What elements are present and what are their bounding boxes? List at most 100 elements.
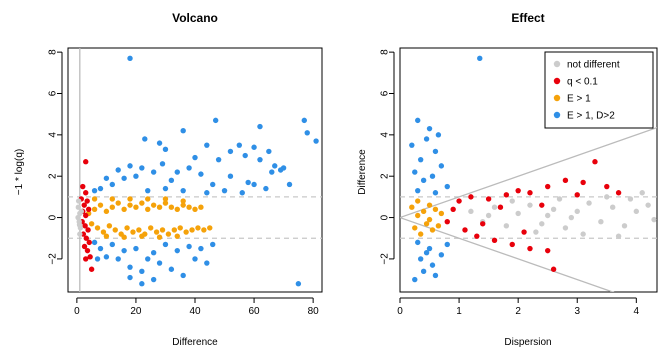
- volcano-point-e1d2: [227, 173, 234, 179]
- effect-point-not-different: [503, 223, 510, 229]
- effect-point-e1: [415, 198, 421, 204]
- volcano-point-e1: [127, 196, 133, 202]
- volcano-point-e1: [97, 202, 104, 208]
- volcano-point-e1d2: [127, 163, 133, 169]
- effect-point-not-different: [527, 202, 533, 208]
- volcano-point-e1: [168, 204, 175, 210]
- volcano-point-e1: [145, 206, 151, 212]
- effect-point-e1d2: [438, 252, 445, 258]
- legend-box: [544, 51, 654, 129]
- effect-point-e1d2: [417, 156, 424, 163]
- effect-ylabel: Difference: [357, 149, 368, 195]
- effect-point-q: [450, 206, 456, 212]
- volcano-point-not-different: [78, 208, 84, 215]
- volcano-point-e1d2: [215, 156, 222, 163]
- volcano-point-e1d2: [236, 142, 243, 148]
- effect-x-tick-label: 2: [515, 306, 521, 317]
- effect-plot-area: 0 1 2 3 4 −2 0 2 4 6 8: [380, 49, 657, 317]
- effect-point-e1d2: [415, 239, 421, 246]
- effect-point-q: [539, 202, 545, 208]
- volcano-point-e1d2: [180, 272, 186, 279]
- legend-marker-e1d2: [553, 111, 561, 119]
- effect-y-tick-label: 8: [380, 49, 391, 55]
- volcano-point-e1d2: [139, 281, 145, 287]
- effect-point-e1d2: [426, 245, 433, 252]
- effect-point-e1: [429, 227, 436, 233]
- effect-point-e1d2: [426, 125, 433, 132]
- volcano-point-e1d2: [242, 152, 248, 159]
- volcano-point-e1: [186, 204, 192, 210]
- volcano-point-q: [83, 190, 89, 196]
- volcano-point-e1d2: [204, 142, 210, 148]
- effect-point-not-different: [580, 231, 586, 237]
- volcano-point-e1d2: [109, 241, 116, 248]
- volcano-point-e1: [109, 204, 116, 210]
- effect-point-e1: [415, 212, 421, 219]
- effect-x-tick-label: 1: [456, 306, 462, 317]
- volcano-point-e1d2: [304, 130, 310, 136]
- effect-point-q: [550, 266, 557, 272]
- volcano-plot-area: 0 20 40 60 80 −2 0 2 4 6 8: [48, 48, 322, 317]
- volcano-point-q: [84, 247, 91, 254]
- volcano-plot-frame: [67, 47, 323, 293]
- volcano-point-q: [84, 198, 90, 204]
- volcano-point-e1d2: [204, 260, 210, 266]
- effect-point-q: [562, 177, 569, 184]
- effect-point-e1: [417, 231, 424, 237]
- volcano-point-e1d2: [251, 144, 257, 150]
- volcano-point-e1: [139, 233, 145, 239]
- effect-point-q: [497, 204, 504, 210]
- volcano-point-e1d2: [286, 181, 293, 188]
- effect-point-q: [503, 192, 510, 198]
- volcano-point-q: [81, 202, 87, 208]
- effect-point-not-different: [545, 212, 551, 219]
- legend-marker-not-different: [553, 60, 561, 68]
- volcano-xlabel: Difference: [172, 337, 218, 348]
- volcano-point-q: [82, 223, 88, 229]
- effect-point-e1d2: [423, 136, 430, 142]
- effect-point-q: [491, 237, 498, 244]
- effect-point-not-different: [598, 218, 604, 225]
- volcano-point-not-different: [76, 222, 83, 228]
- effect-point-e1d2: [420, 177, 427, 184]
- volcano-point-not-different: [75, 204, 82, 210]
- volcano-point-e1d2: [121, 175, 127, 181]
- volcano-point-e1: [147, 225, 154, 231]
- volcano-y-tick-label: 4: [48, 132, 59, 138]
- volcano-point-q: [88, 266, 95, 272]
- effect-point-not-different: [627, 196, 634, 202]
- volcano-point-e1d2: [162, 241, 169, 248]
- effect-point-not-different: [550, 206, 557, 212]
- effect-point-e1: [426, 216, 433, 223]
- volcano-point-e1d2: [97, 185, 104, 192]
- effect-point-q: [509, 241, 515, 248]
- effect-point-q: [545, 183, 551, 190]
- effect-y-tick-label: 4: [380, 132, 391, 138]
- volcano-point-e1: [103, 233, 110, 239]
- volcano-point-e1: [112, 227, 118, 233]
- volcano-point-e1: [91, 196, 98, 202]
- volcano-point-e1d2: [186, 165, 192, 171]
- volcano-point-e1d2: [221, 187, 228, 194]
- volcano-point-e1: [156, 204, 163, 210]
- volcano-point-e1: [201, 227, 207, 233]
- volcano-point-not-different: [75, 198, 82, 204]
- effect-point-not-different: [639, 190, 645, 196]
- volcano-point-e1d2: [168, 177, 175, 184]
- volcano-point-e1: [150, 202, 157, 208]
- effect-point-e1d2: [432, 272, 439, 279]
- volcano-point-e1d2: [156, 140, 163, 146]
- volcano-point-e1d2: [150, 276, 157, 283]
- effect-point-not-different: [485, 212, 492, 219]
- effect-point-q: [462, 227, 468, 233]
- volcano-point-e1: [153, 229, 160, 235]
- effect-point-e1d2: [444, 241, 450, 248]
- volcano-point-e1: [174, 233, 180, 239]
- volcano-point-e1: [121, 206, 127, 212]
- volcano-point-e1: [94, 225, 101, 231]
- volcano-point-e1: [88, 221, 95, 227]
- volcano-point-e1: [195, 225, 201, 231]
- effect-point-q: [480, 221, 486, 227]
- effect-point-not-different: [491, 204, 498, 210]
- volcano-point-e1d2: [257, 156, 263, 163]
